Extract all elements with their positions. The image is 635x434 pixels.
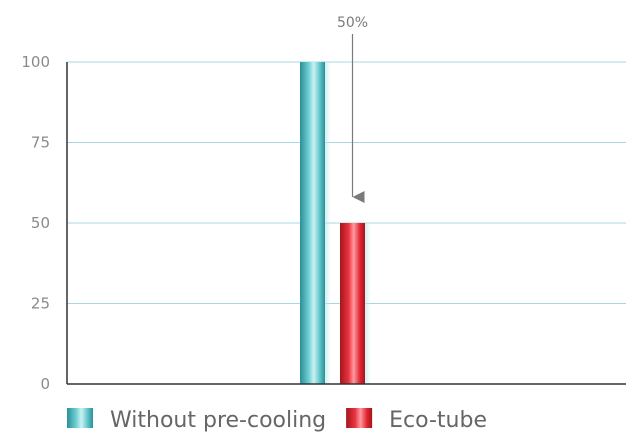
bar-glow [323,62,331,384]
y-tick-label: 100 [21,53,50,71]
annotation: 50% [337,15,368,203]
bar-eco-tube [340,223,365,384]
annotation-label: 50% [337,15,368,31]
legend-label-without-pre-cooling: Without pre-cooling [110,408,326,433]
legend-swatch-without-pre-cooling [67,408,93,428]
legend-swatch-eco-tube [346,408,373,428]
y-axis-tick-labels: 0 25 50 75 100 [21,53,50,393]
bar-glow [363,223,371,384]
y-tick-label: 50 [31,214,50,232]
y-tick-label: 25 [31,295,50,313]
y-tick-label: 0 [40,375,50,393]
y-tick-label: 75 [31,134,50,152]
legend-label-eco-tube: Eco-tube [389,408,487,433]
bar-without-pre-cooling [300,62,325,384]
bars [300,62,371,384]
legend: Without pre-cooling Eco-tube [67,408,487,433]
